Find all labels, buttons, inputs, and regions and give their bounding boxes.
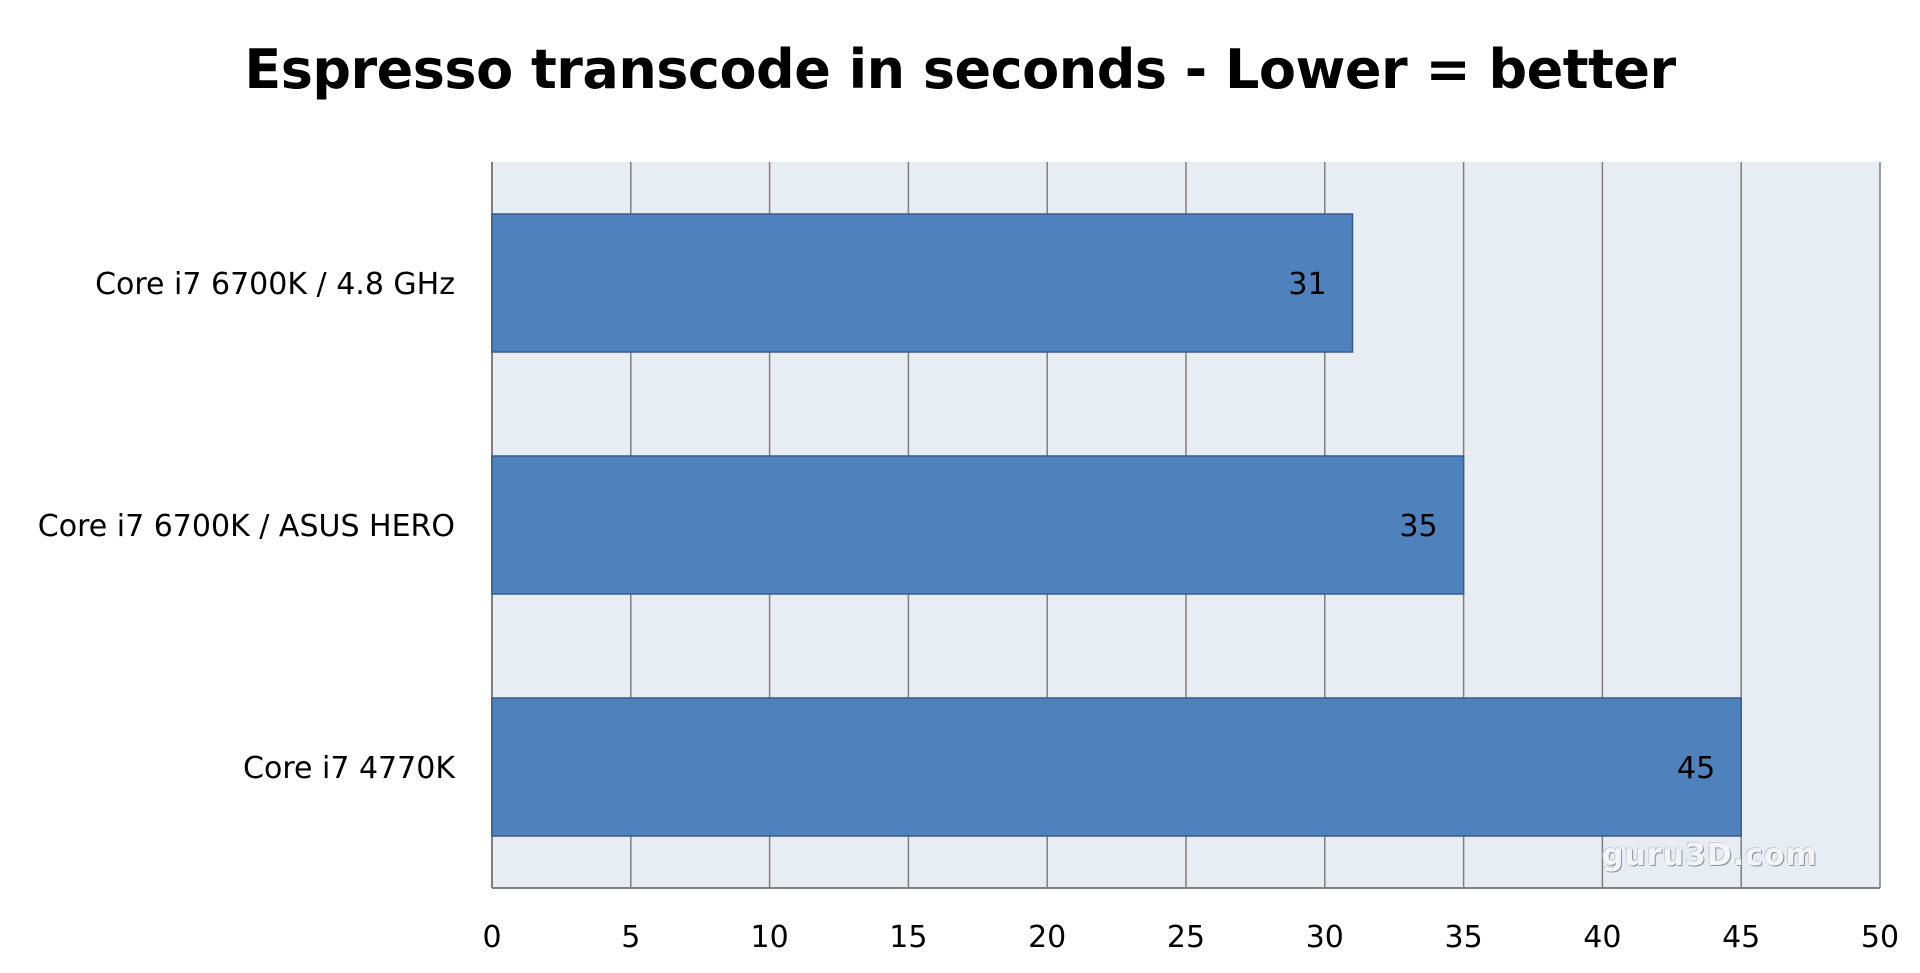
x-tick-label: 15 <box>889 920 927 955</box>
x-tick-label: 35 <box>1445 920 1483 955</box>
x-tick-label: 25 <box>1167 920 1205 955</box>
x-tick-label: 40 <box>1583 920 1621 955</box>
bar <box>491 455 1465 595</box>
x-tick-label: 5 <box>621 920 640 955</box>
category-label: Core i7 4770K <box>243 751 456 786</box>
x-tick-label: 20 <box>1028 920 1066 955</box>
bar <box>491 697 1742 837</box>
x-tick-label: 50 <box>1861 920 1899 955</box>
bar <box>491 213 1354 353</box>
x-tick-label: 10 <box>751 920 789 955</box>
data-label: 31 <box>1288 267 1326 302</box>
category-label: Core i7 6700K / ASUS HERO <box>38 509 455 544</box>
data-label: 35 <box>1399 509 1437 544</box>
x-tick-label: 0 <box>482 920 501 955</box>
chart-title: Espresso transcode in seconds - Lower = … <box>244 38 1676 101</box>
watermark-logo: guru3D.com <box>1602 838 1818 873</box>
x-tick-label: 45 <box>1722 920 1760 955</box>
data-label: 45 <box>1677 751 1715 786</box>
category-label: Core i7 6700K / 4.8 GHz <box>95 267 455 302</box>
x-tick-label: 30 <box>1306 920 1344 955</box>
